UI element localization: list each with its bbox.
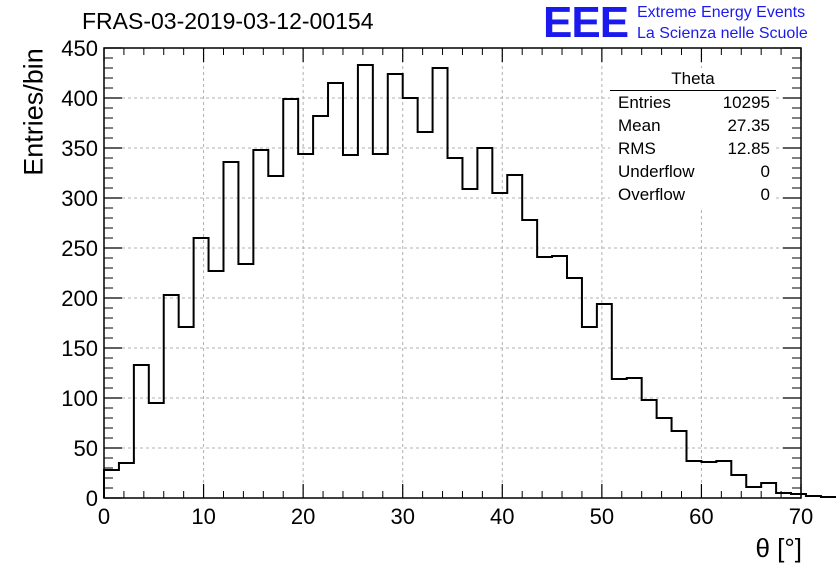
histogram-bin — [343, 155, 358, 498]
stat-row-entries: Entries 10295 — [618, 93, 770, 115]
histogram-bin — [448, 158, 463, 498]
y-tick-label: 250 — [61, 236, 98, 261]
histogram-bin — [522, 220, 537, 498]
histogram-bin — [701, 462, 716, 498]
histogram-series — [103, 64, 836, 498]
stat-value: 0 — [760, 162, 770, 181]
x-tick-label: 70 — [789, 504, 813, 529]
histogram-bin — [582, 327, 597, 498]
y-tick-label: 400 — [61, 86, 98, 111]
histogram-bin — [104, 470, 119, 498]
x-axis-label: θ [°] — [755, 533, 802, 563]
stat-label: Underflow — [618, 162, 695, 181]
tick-labels: 0 10 20 30 40 50 60 70 0 50 100 150 200 250 300 350 400 4… — [61, 36, 813, 529]
histogram-bin — [642, 400, 657, 498]
stats-title: Theta — [610, 69, 776, 91]
y-tick-label: 0 — [86, 486, 98, 511]
histogram-bin — [716, 461, 731, 498]
histogram-bin — [119, 463, 134, 498]
histogram-bin — [238, 264, 253, 498]
histogram-bin — [149, 403, 164, 498]
stats-box: Theta Entries 10295 Mean 27.35 RMS 12.85… — [610, 68, 776, 208]
y-tick-label: 50 — [74, 436, 98, 461]
histogram-bin — [552, 256, 567, 498]
histogram-bin — [612, 379, 627, 498]
y-tick-label: 350 — [61, 136, 98, 161]
stat-label: Overflow — [618, 185, 686, 204]
histogram-bin — [418, 132, 433, 498]
histogram-bin — [657, 418, 672, 498]
y-tick-label: 150 — [61, 336, 98, 361]
histogram-bin — [746, 487, 761, 498]
y-tick-label: 200 — [61, 286, 98, 311]
histogram-bin — [179, 327, 194, 498]
stat-value: 12.85 — [727, 139, 770, 158]
histogram-bin — [268, 176, 283, 498]
histogram-bin — [313, 116, 328, 498]
histogram-bin — [134, 365, 149, 498]
histogram-bin — [164, 295, 179, 498]
histogram-bin — [403, 98, 418, 498]
histogram-bin — [253, 150, 268, 498]
histogram-bin — [298, 154, 313, 498]
logo-line-2: La Scienza nelle Scuole — [637, 25, 808, 42]
histogram-bin — [597, 304, 612, 498]
eee-logo-mark: EEE — [543, 0, 629, 47]
histogram-bin — [209, 271, 224, 498]
stat-row-rms: RMS 12.85 — [618, 139, 770, 161]
histogram-bin — [433, 68, 448, 498]
x-tick-label: 50 — [590, 504, 614, 529]
plot-frame — [103, 47, 802, 499]
y-axis-label: Entries/bin — [18, 48, 49, 176]
x-tick-label: 40 — [490, 504, 514, 529]
histogram-bin — [462, 189, 477, 498]
histogram-bin — [672, 431, 687, 498]
x-tick-label: 60 — [689, 504, 713, 529]
histogram-bin — [567, 278, 582, 498]
histogram-bin — [731, 475, 746, 498]
histogram-bin — [507, 175, 522, 498]
y-tick-label: 300 — [61, 186, 98, 211]
x-tick-label: 10 — [191, 504, 215, 529]
histogram-outline — [103, 64, 836, 498]
histogram-bin — [358, 65, 373, 498]
stat-label: Mean — [618, 116, 661, 135]
stat-value: 10295 — [722, 93, 770, 112]
histogram-bin — [373, 154, 388, 498]
x-tick-label: 0 — [98, 504, 110, 529]
histogram-bin — [223, 162, 238, 498]
stat-value: 27.35 — [727, 116, 770, 135]
x-tick-label: 30 — [390, 504, 414, 529]
x-tick-label: 20 — [291, 504, 315, 529]
stat-row-underflow: Underflow 0 — [618, 162, 770, 184]
y-tick-label: 100 — [61, 386, 98, 411]
axis-ticks — [103, 47, 802, 499]
histogram-bin — [686, 461, 701, 498]
stat-value: 0 — [760, 185, 770, 204]
histogram-bin — [761, 483, 776, 498]
histogram-bin — [477, 148, 492, 498]
stat-label: RMS — [618, 139, 656, 158]
histogram-bin — [388, 74, 403, 498]
y-tick-label: 450 — [61, 36, 98, 61]
logo-line-1: Extreme Energy Events — [637, 4, 806, 21]
stat-label: Entries — [618, 93, 671, 112]
histogram-bin — [537, 257, 552, 498]
run-title: FRAS-03-2019-03-12-00154 — [82, 8, 374, 34]
histogram-bin — [194, 238, 209, 498]
stat-row-mean: Mean 27.35 — [618, 116, 770, 138]
eee-logo: EEE Extreme Energy Events La Scienza nel… — [543, 0, 833, 47]
histogram-bin — [328, 83, 343, 498]
histogram-bin — [283, 99, 298, 498]
histogram-bin — [492, 193, 507, 498]
histogram-bin — [627, 378, 642, 498]
stat-row-overflow: Overflow 0 — [618, 185, 770, 207]
